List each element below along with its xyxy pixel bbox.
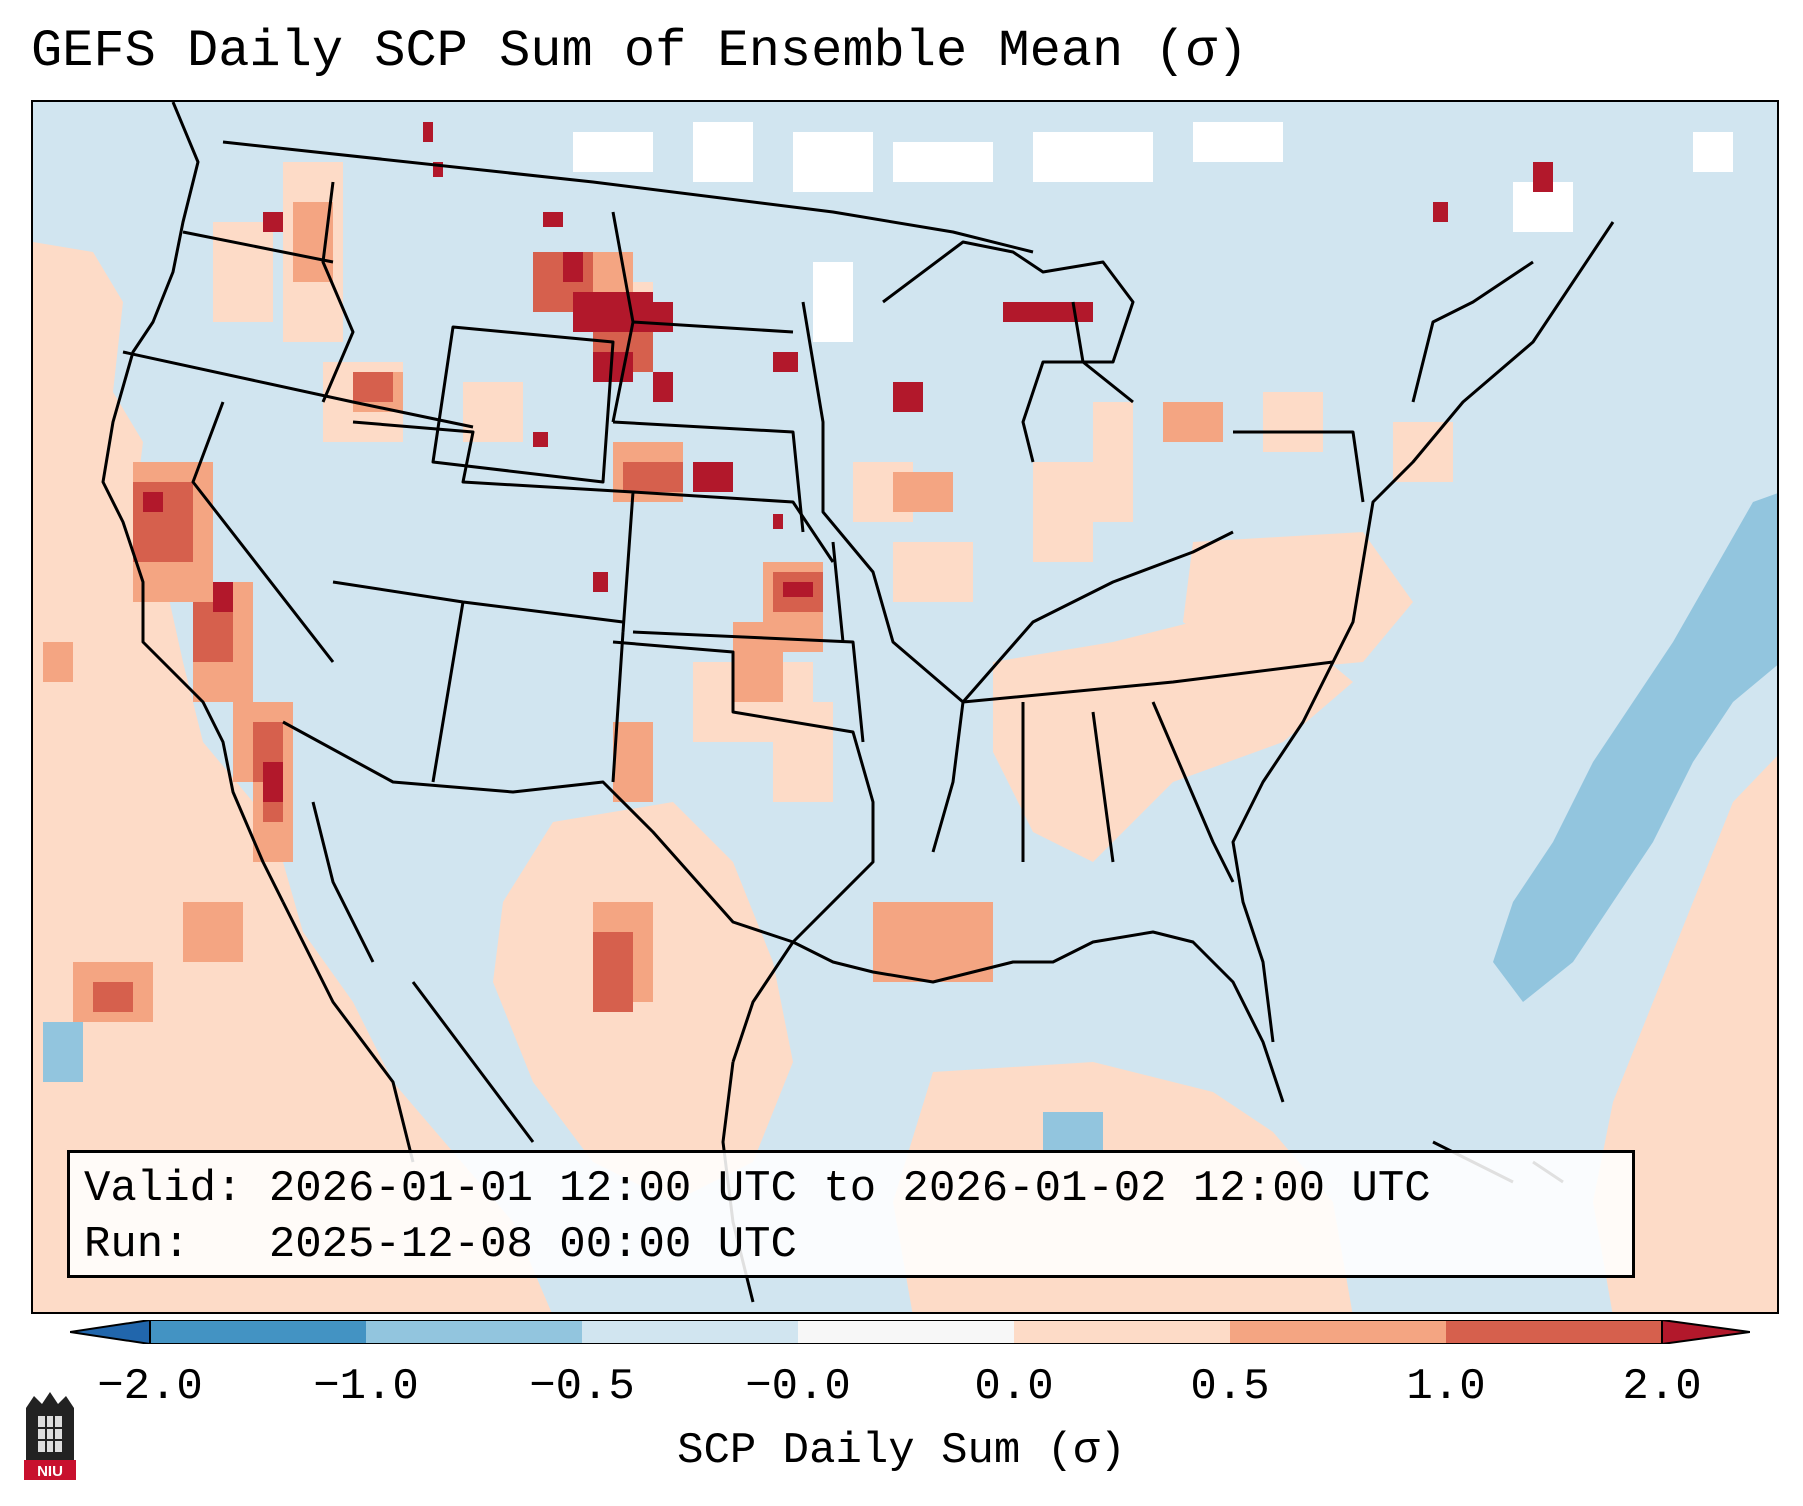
colorbar-tick-label: −2.0: [97, 1362, 203, 1412]
colorbar-segment-3: [582, 1320, 798, 1344]
valid-run-info-box: Valid: 2026-01-01 12:00 UTC to 2026-01-0…: [67, 1150, 1635, 1278]
map-title: GEFS Daily SCP Sum of Ensemble Mean (σ): [31, 22, 1248, 81]
se-states: [962, 660, 1334, 883]
midsouth-positive-region: [993, 622, 1353, 862]
us-canada-border: [222, 140, 1034, 254]
dakotas: [611, 211, 805, 533]
max-positive-blocks: [143, 122, 1553, 802]
ohio-river: [961, 530, 1234, 703]
ca-or: [122, 350, 474, 429]
atlantic-coast: [1231, 221, 1615, 1043]
run-label: Run:: [84, 1220, 190, 1270]
high-positive-blocks: [93, 252, 823, 1012]
great-lakes: [882, 240, 1135, 463]
atlantic-positive-region: [1593, 756, 1777, 1312]
colorbar-tick-label: −0.0: [745, 1362, 851, 1412]
oregon-wa: [182, 230, 334, 264]
nevada: [191, 401, 335, 663]
pacific-negative-spot: [43, 1022, 83, 1082]
utah-co: [352, 420, 635, 633]
colorbar-tick-label: 0.5: [1190, 1362, 1270, 1412]
ohio-positive-region: [1183, 532, 1413, 672]
pacific-positive-region: [33, 242, 552, 1312]
pacific-coastline: [101, 102, 285, 903]
scp-map: [33, 102, 1777, 1312]
colorbar-segment-7: [1446, 1320, 1662, 1344]
mex-border: [282, 720, 794, 944]
mississippi: [801, 301, 965, 853]
valid-value: 2026-01-01 12:00 UTC to 2026-01-02 12:00…: [268, 1164, 1431, 1214]
idaho-mt: [321, 181, 355, 403]
niu-logo: NIU: [24, 1392, 76, 1480]
map-panel: [31, 100, 1779, 1314]
colorbar-tick-label: 1.0: [1406, 1362, 1486, 1412]
colorbar-tick-label: −0.5: [529, 1362, 635, 1412]
colorbar-under-triangle: [70, 1320, 151, 1344]
colorbar-segment-4: [798, 1320, 1014, 1344]
texas: [612, 640, 875, 1063]
atlantic-negative-region: [1493, 493, 1777, 1002]
valid-label: Valid:: [84, 1164, 243, 1214]
colorbar-over-triangle: [1661, 1320, 1750, 1344]
baja: [281, 801, 415, 1163]
wy-box: [431, 325, 615, 484]
run-value: 2025-12-08 00:00 UTC: [268, 1220, 797, 1270]
colorbar-segment-5: [1014, 1320, 1230, 1344]
colorbar-tick-label: −1.0: [313, 1362, 419, 1412]
gulf-negative-spot: [1043, 1112, 1103, 1152]
colorbar-segment-2: [366, 1320, 582, 1344]
svg-text:NIU: NIU: [37, 1463, 63, 1480]
az-nm: [431, 601, 625, 783]
colorbar-tick-label: 0.0: [974, 1362, 1054, 1412]
ne-ks-ok: [632, 490, 865, 743]
ne-states: [1233, 260, 1534, 503]
colorbar-segment-6: [1230, 1320, 1446, 1344]
colorbar: [70, 1320, 1750, 1344]
colorbar-segment-1: [150, 1320, 366, 1344]
colorbar-label: SCP Daily Sum (σ): [677, 1426, 1126, 1476]
near-zero-blocks: [573, 122, 1733, 342]
colorbar-tick-label: 2.0: [1622, 1362, 1702, 1412]
boundaries: [101, 102, 1615, 1303]
gulf-coast: [792, 930, 1285, 1103]
